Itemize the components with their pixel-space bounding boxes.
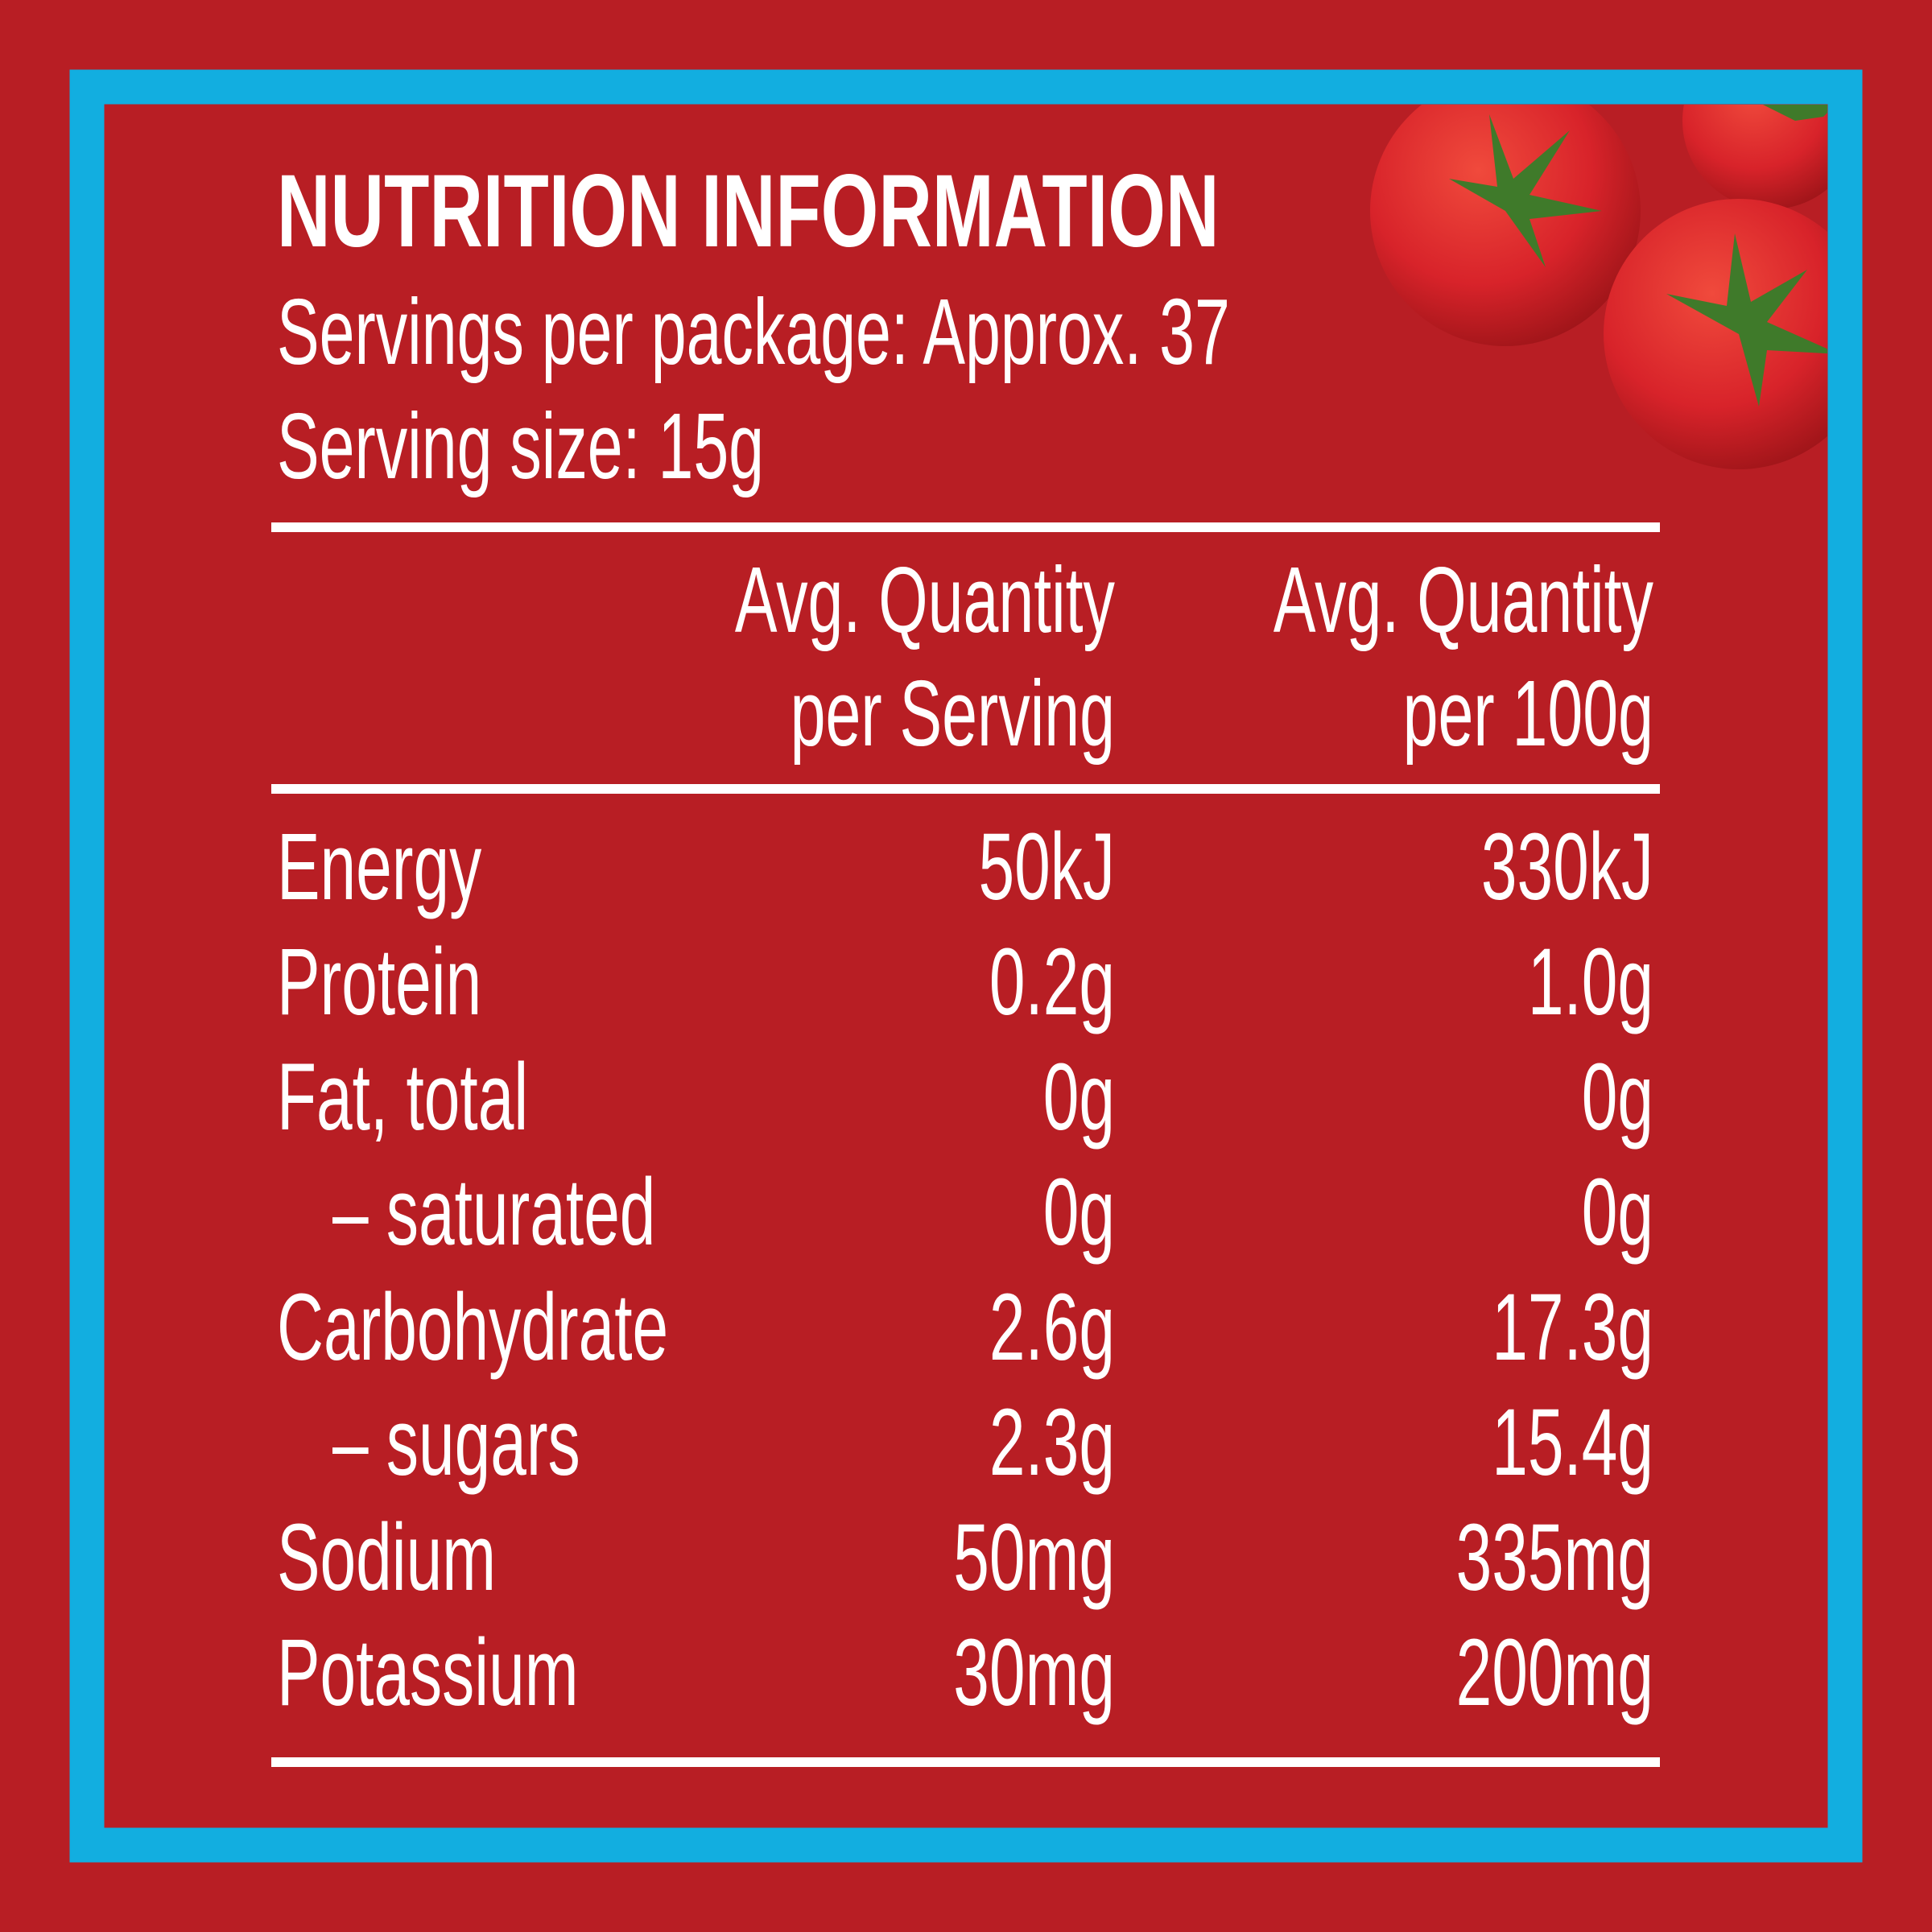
- rule: [271, 1757, 1660, 1767]
- per-100g-value: 0g: [1582, 1160, 1653, 1265]
- nutrient-label: Potassium: [277, 1620, 579, 1726]
- tomato: [1370, 105, 1641, 346]
- tomatoes: [1370, 105, 1827, 469]
- rule: [271, 522, 1660, 532]
- border: [69, 69, 1863, 1863]
- serving-size: Serving size: 15g: [277, 394, 764, 499]
- per-serving-value: 0g: [1043, 1045, 1115, 1150]
- per-serving-value: 2.3g: [989, 1390, 1115, 1496]
- column-header: Avg. Quantity: [1274, 548, 1653, 653]
- per-100g-value: 0g: [1582, 1045, 1653, 1150]
- title: NUTRITION INFORMATION: [277, 153, 1219, 268]
- per-100g-value: 335mg: [1456, 1505, 1653, 1611]
- per-serving-value: 0g: [1043, 1160, 1115, 1265]
- per-100g-value: 200mg: [1456, 1620, 1653, 1726]
- per-serving-value: 0.2g: [989, 930, 1115, 1035]
- nutrient-label: – sugars: [332, 1390, 580, 1496]
- nutrient-label: Carbohydrate: [277, 1275, 668, 1381]
- nutrient-label: – saturated: [332, 1160, 655, 1265]
- nutrient-label: Sodium: [277, 1505, 496, 1611]
- per-serving-value: 2.6g: [989, 1275, 1115, 1381]
- column-header: Avg. Quantity: [735, 548, 1115, 653]
- per-100g-value: 15.4g: [1492, 1390, 1653, 1496]
- per-100g-value: 330kJ: [1481, 815, 1653, 920]
- nutrient-label: Fat, total: [277, 1045, 528, 1150]
- column-header: per 100g: [1403, 662, 1653, 766]
- per-100g-value: 1.0g: [1528, 930, 1653, 1035]
- stems: [1449, 105, 1827, 407]
- nutrient-label: Energy: [277, 815, 482, 920]
- nutrient-label: Protein: [277, 930, 481, 1035]
- per-serving-value: 50mg: [953, 1505, 1115, 1611]
- tomato: [1682, 105, 1827, 209]
- per-serving-value: 30mg: [953, 1620, 1115, 1726]
- servings: Servings per package: Approx. 37: [277, 280, 1230, 385]
- per-serving-value: 50kJ: [979, 815, 1115, 920]
- column-header: per Serving: [791, 662, 1115, 766]
- rule: [271, 784, 1660, 794]
- per-100g-value: 17.3g: [1492, 1275, 1653, 1381]
- tomato: [1604, 199, 1827, 469]
